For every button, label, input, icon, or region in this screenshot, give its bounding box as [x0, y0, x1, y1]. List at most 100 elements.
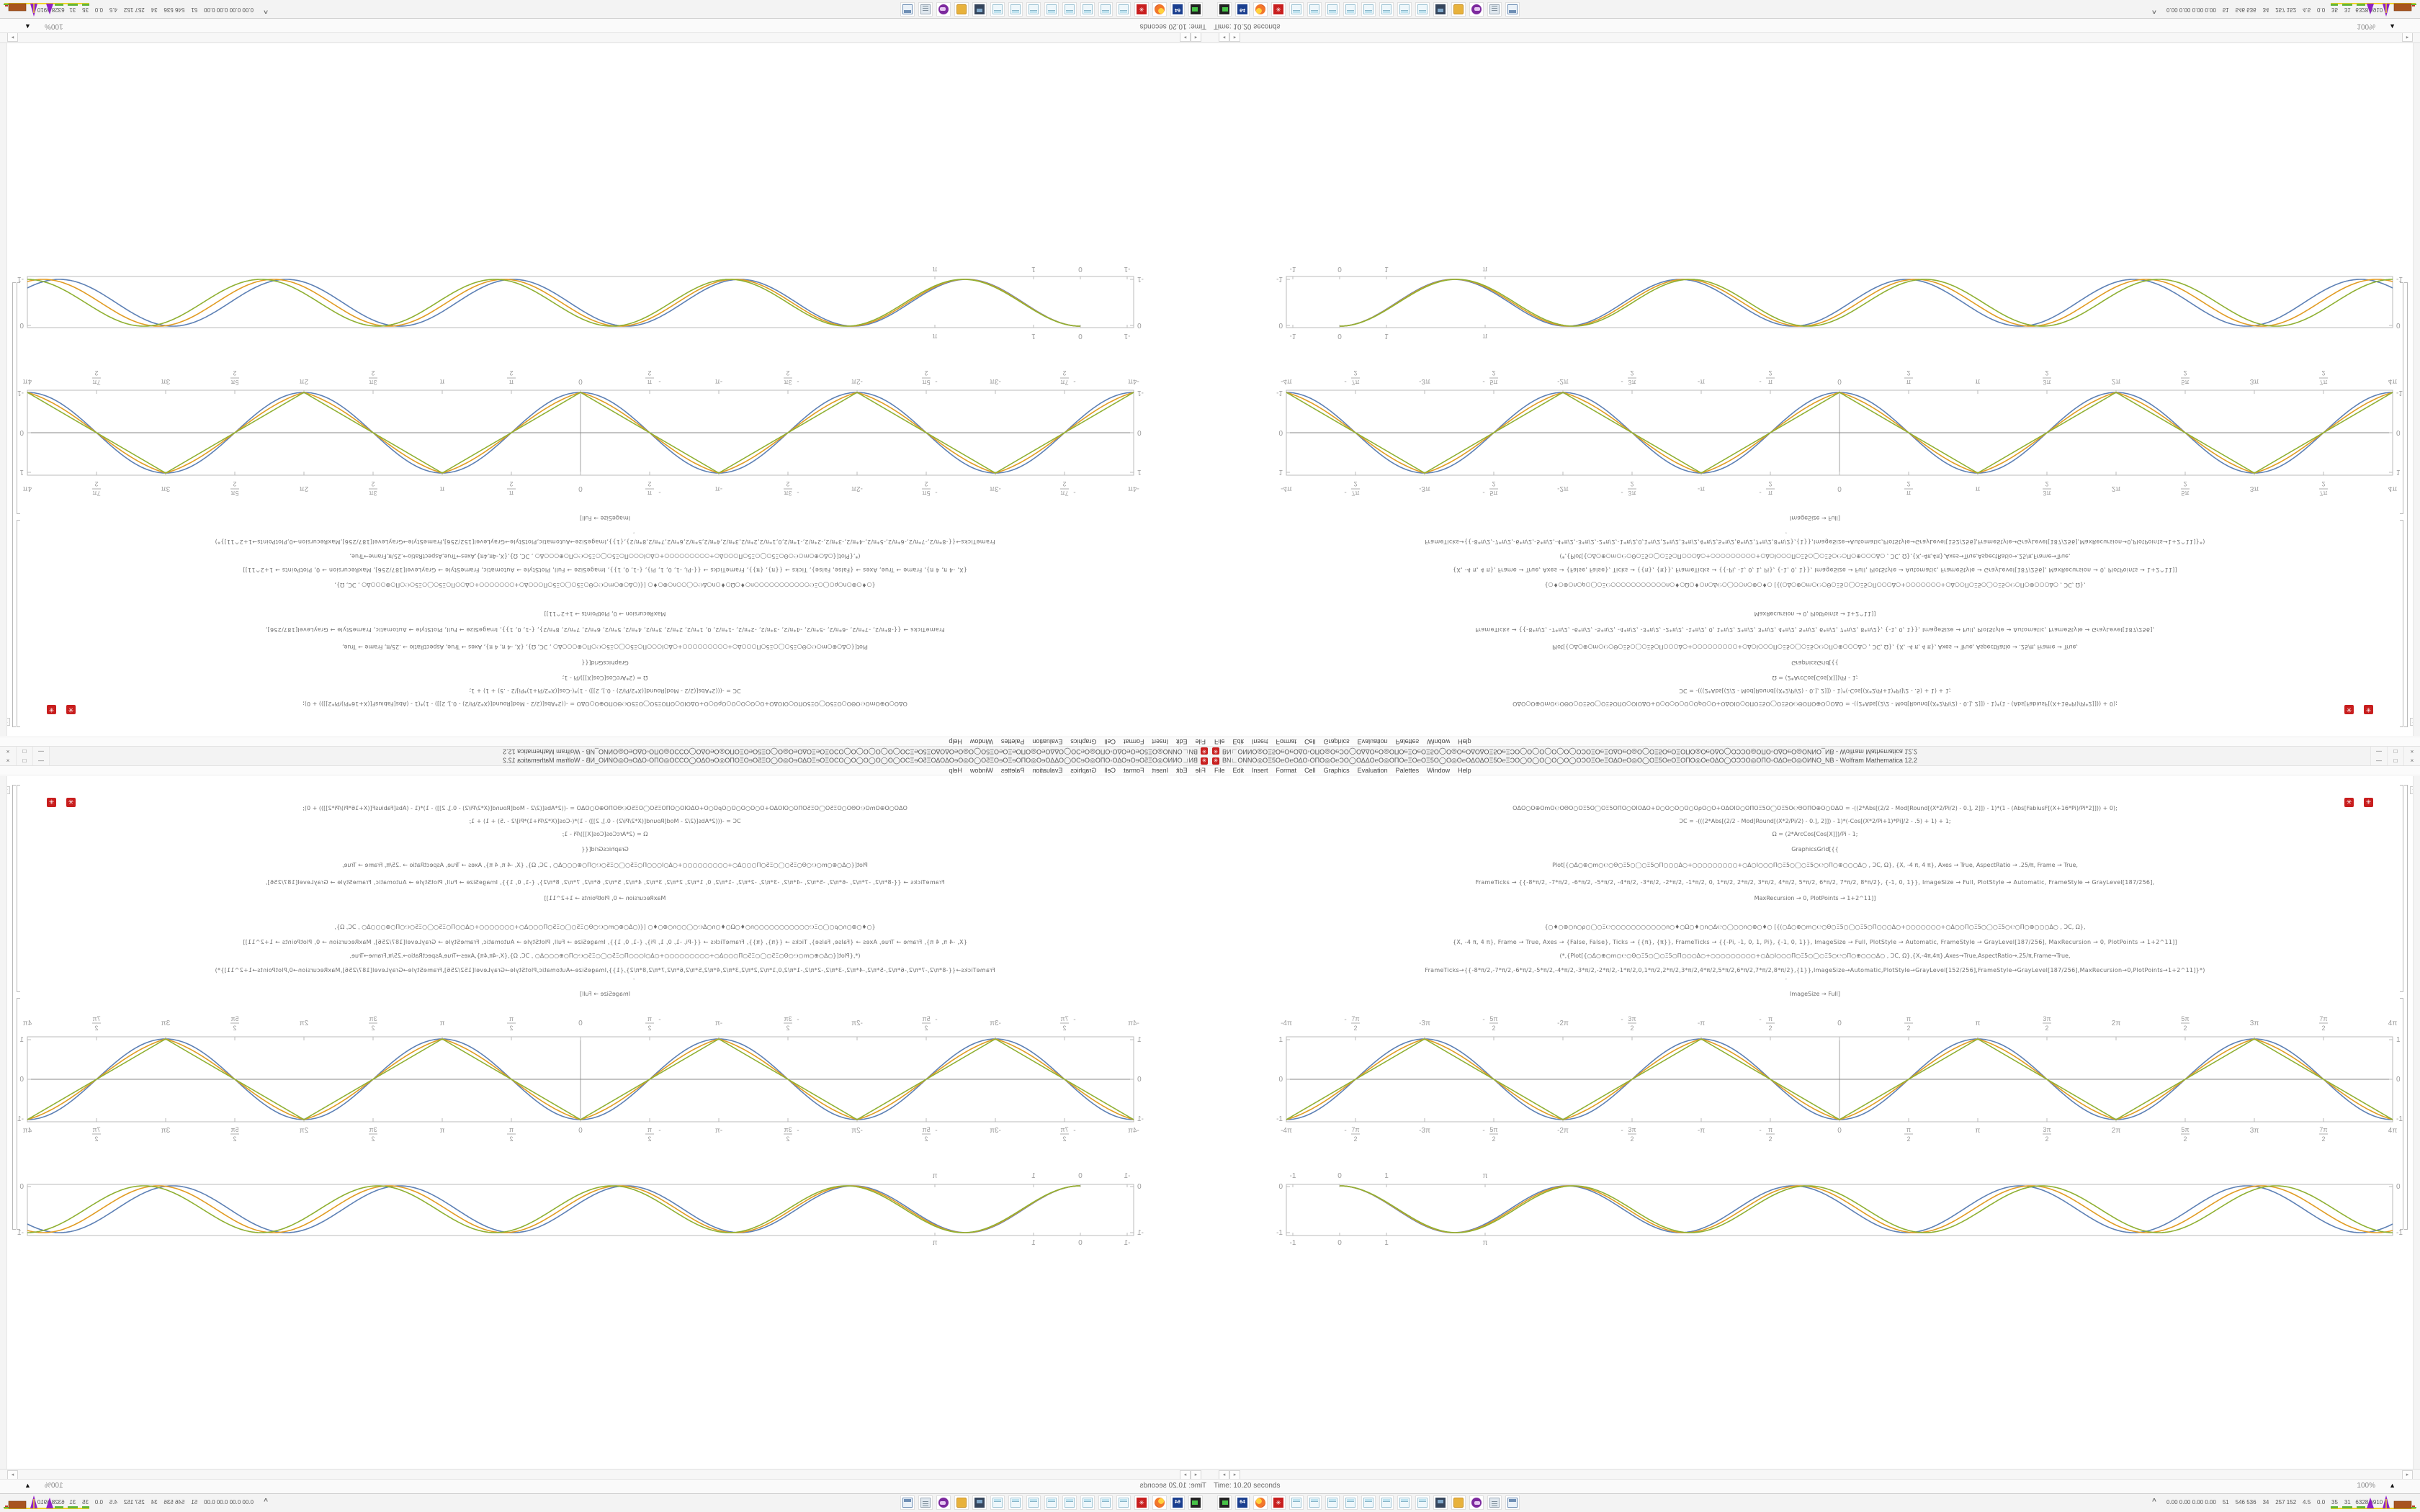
hwinfo64-icon[interactable]: 64 [1170, 2, 1185, 17]
menu-item-help[interactable]: Help [1458, 738, 1471, 745]
document-scroll-icon[interactable] [918, 1495, 933, 1510]
system-monitor-icon[interactable] [972, 1495, 987, 1510]
purple-app-icon[interactable] [1469, 2, 1484, 17]
notepad-icon[interactable] [990, 2, 1005, 17]
magnification-label[interactable]: 100% [2357, 22, 2375, 30]
purple-app-icon[interactable] [936, 1495, 951, 1510]
document-scroll-icon[interactable] [1487, 1495, 1502, 1510]
code-line[interactable]: (*,{Plot[{○Δ○⊕○m○℮○Θ○Ξ5○◯○Ξ5○Π○○○Δ○+○○○○… [1559, 953, 2071, 959]
device-monitor-icon[interactable] [1217, 2, 1232, 17]
notepad-icon[interactable] [1361, 2, 1376, 17]
folder-icon[interactable] [954, 1495, 969, 1510]
horizontal-scrollbar[interactable]: ◂ ▸ ▸ [1210, 32, 2420, 43]
system-monitor-icon[interactable] [1433, 1495, 1448, 1510]
menu-item-insert[interactable]: Insert [1152, 738, 1168, 745]
magnification-arrow-icon[interactable]: ▲ [24, 1482, 31, 1489]
code-line[interactable]: ΟΔΟ○Ο⊕ΟmΟ℮ΟΘΟ○ΟΞ5Ο◯ΟΞ5ΟΠΟ○ΟΙΟΔΟ+Ο○Ο○Ο○Ο○… [1512, 805, 2118, 811]
code-line[interactable]: GraphicsGrid[{{ [581, 660, 629, 666]
vertical-scrollbar[interactable] [0, 776, 7, 1469]
code-line[interactable]: Plot[{○Δ○⊕○m○℮○Θ○Ξ5○◯○Ξ5○Π○○○Δ○+○○○○○○○○… [342, 644, 868, 650]
menu-item-file[interactable]: File [1195, 767, 1206, 774]
mathematica-icon[interactable]: ✳ [1134, 1495, 1149, 1510]
cell-bracket-input[interactable] [2400, 785, 2403, 992]
purple-app-icon[interactable] [1469, 1495, 1484, 1510]
scroll-right-button[interactable]: ▸ [1229, 32, 1240, 42]
menu-item-format[interactable]: Format [1123, 738, 1144, 745]
code-line[interactable]: ƆC = -(((2*Abs[(2/2 - Mod[Round[(X*2/Pi/… [469, 688, 741, 694]
scroll-left-button[interactable]: ◂ [1219, 32, 1229, 42]
close-button[interactable]: × [0, 756, 17, 765]
magnification-arrow-icon[interactable]: ▲ [24, 23, 31, 30]
purple-app-icon[interactable] [936, 2, 951, 17]
close-button[interactable]: × [2403, 756, 2420, 765]
menu-item-insert[interactable]: Insert [1152, 767, 1168, 774]
maximize-button[interactable]: □ [17, 756, 33, 765]
notepad-icon[interactable] [1325, 1495, 1340, 1510]
code-line[interactable]: FrameTicks → {{-8*π/2, -7*π/2, -6*π/2, -… [265, 626, 945, 633]
device-monitor-icon[interactable] [1188, 2, 1203, 17]
hwinfo64-icon[interactable]: 64 [1170, 1495, 1185, 1510]
code-line[interactable]: ΟΔΟ○Ο⊕ΟmΟ℮ΟΘΟ○ΟΞ5Ο◯ΟΞ5ΟΠΟ○ΟΙΟΔΟ+Ο○Ο○Ο○Ο○… [302, 805, 908, 811]
tray-chevron-icon[interactable]: ^ [264, 1498, 268, 1506]
maximize-button[interactable]: □ [17, 747, 33, 756]
code-line[interactable]: {○♦○⊕○n○ρ○◯○Ξ℮○○○○○○○○○○○n○♦○Ω○♦○n○Δ℮○◯○… [334, 924, 876, 930]
code-line[interactable]: {X, -4 π, 4 π}, Frame → True, Axes → {Fa… [1453, 567, 2177, 573]
code-line[interactable]: GraphicsGrid[{{ [1791, 846, 1839, 852]
menu-item-cell[interactable]: Cell [1304, 738, 1316, 745]
menu-item-cell[interactable]: Cell [1104, 738, 1116, 745]
magnification-label[interactable]: 100% [45, 22, 63, 30]
notepad-icon[interactable] [1098, 2, 1113, 17]
magnification-label[interactable]: 100% [45, 1482, 63, 1490]
notepad-icon[interactable] [1325, 2, 1340, 17]
code-line[interactable]: Plot[{○Δ○⊕○m○℮○Θ○Ξ5○◯○Ξ5○Π○○○Δ○+○○○○○○○○… [342, 862, 868, 868]
menu-item-window[interactable]: Window [1427, 738, 1451, 745]
cell-bracket-group[interactable] [2404, 282, 2408, 727]
mathematica-icon[interactable]: ✳ [1134, 2, 1149, 17]
notepad-icon[interactable] [1397, 2, 1412, 17]
menu-item-file[interactable]: File [1214, 738, 1225, 745]
window-titlebar[interactable]: ✳ ΒΝ∟ΟΝΝΟ◎ΟΞ5Ο℮Ο℮ΟΔΟ◦ΟΠΟ◎Ο℮ϽΟ◯ΟΔΔΟ℮Ο◎ΟΠΟ… [0, 756, 1210, 766]
code-line[interactable]: ΟΔΟ○Ο⊕ΟmΟ℮ΟΘΟ○ΟΞ5Ο◯ΟΞ5ΟΠΟ○ΟΙΟΔΟ+Ο○Ο○Ο○Ο○… [1512, 701, 2118, 707]
close-button[interactable]: × [0, 747, 17, 756]
notepad-icon[interactable] [1080, 2, 1095, 17]
mathematica-icon[interactable]: ✳ [1271, 2, 1286, 17]
maximize-button[interactable]: □ [2387, 747, 2403, 756]
minimize-button[interactable]: — [33, 756, 50, 765]
menu-item-edit[interactable]: Edit [1175, 767, 1188, 774]
menu-item-format[interactable]: Format [1123, 767, 1144, 774]
scroll-left-button[interactable]: ◂ [1191, 32, 1201, 42]
window-switcher-icon[interactable] [1505, 2, 1520, 17]
notepad-icon[interactable] [1044, 1495, 1059, 1510]
code-line[interactable]: Ω = (2*ArcCos[Cos[X]])/Pi - 1; [1772, 831, 1858, 837]
code-line[interactable]: {○♦○⊕○n○ρ○◯○Ξ℮○○○○○○○○○○○n○♦○Ω○♦○n○Δ℮○◯○… [1544, 582, 2086, 588]
folder-icon[interactable] [1451, 2, 1466, 17]
code-line[interactable]: Ω = (2*ArcCos[Cos[X]])/Pi - 1; [1772, 675, 1858, 681]
code-line[interactable]: FrameTicks→{{-8*π/2,-7*π/2,-6*π/2,-5*π/2… [215, 539, 995, 545]
cell-bracket-group[interactable] [2404, 785, 2408, 1230]
menu-item-cell[interactable]: Cell [1104, 767, 1116, 774]
notepad-icon[interactable] [1062, 2, 1077, 17]
code-line[interactable]: ImageSize → Full] [1789, 515, 1841, 521]
code-line[interactable]: Plot[{○Δ○⊕○m○℮○Θ○Ξ5○◯○Ξ5○Π○○○Δ○+○○○○○○○○… [1552, 862, 2078, 868]
menu-item-edit[interactable]: Edit [1175, 738, 1188, 745]
code-line[interactable]: ƆC = -(((2*Abs[(2/2 - Mod[Round[(X*2/Pi/… [1679, 688, 1951, 694]
menu-item-window[interactable]: Window [969, 767, 993, 774]
notepad-icon[interactable] [1008, 1495, 1023, 1510]
hwinfo64-icon[interactable]: 64 [1235, 1495, 1250, 1510]
menu-item-insert[interactable]: Insert [1252, 738, 1268, 745]
notepad-icon[interactable] [1289, 1495, 1304, 1510]
window-switcher-icon[interactable] [900, 1495, 915, 1510]
code-line[interactable]: Plot[{○Δ○⊕○m○℮○Θ○Ξ5○◯○Ξ5○Π○○○Δ○+○○○○○○○○… [1552, 644, 2078, 650]
window-titlebar[interactable]: ✳ ΒΝ∟ΟΝΝΟ◎ΟΞ5Ο℮Ο℮ΟΔΟ◦ΟΠΟ◎Ο℮ϽΟ◯ΟΔΔΟ℮Ο◎ΟΠΟ… [1210, 746, 2420, 756]
code-line[interactable]: {○♦○⊕○n○ρ○◯○Ξ℮○○○○○○○○○○○n○♦○Ω○♦○n○Δ℮○◯○… [334, 582, 876, 588]
notepad-icon[interactable] [1379, 1495, 1394, 1510]
menu-item-help[interactable]: Help [1458, 767, 1471, 774]
document-scroll-icon[interactable] [1487, 2, 1502, 17]
menu-item-graphics[interactable]: Graphics [1323, 767, 1350, 774]
notebook-area[interactable]: ΟΔΟ○Ο⊕ΟmΟ℮ΟΘΟ○ΟΞ5Ο◯ΟΞ5ΟΠΟ○ΟΙΟΔΟ+Ο○Ο○Ο○Ο○… [1210, 776, 2420, 1469]
notepad-icon[interactable] [1008, 2, 1023, 17]
code-line[interactable]: MaxRecursion → 0, PlotPoints → 1+2^11]] [544, 895, 666, 901]
menu-item-insert[interactable]: Insert [1252, 767, 1268, 774]
cell-bracket-output[interactable] [17, 282, 20, 514]
menu-item-palettes[interactable]: Palettes [1395, 767, 1420, 774]
